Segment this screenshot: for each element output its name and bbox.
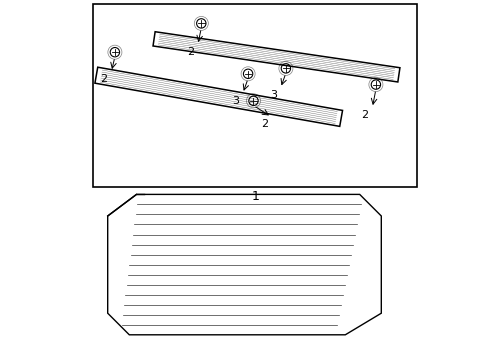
Text: 3: 3 xyxy=(231,96,239,106)
Text: 3: 3 xyxy=(269,90,276,100)
Text: 2: 2 xyxy=(101,74,107,84)
Text: 2: 2 xyxy=(361,110,368,120)
Text: 2: 2 xyxy=(260,119,267,129)
Text: 2: 2 xyxy=(186,47,194,57)
Text: 1: 1 xyxy=(251,190,259,203)
